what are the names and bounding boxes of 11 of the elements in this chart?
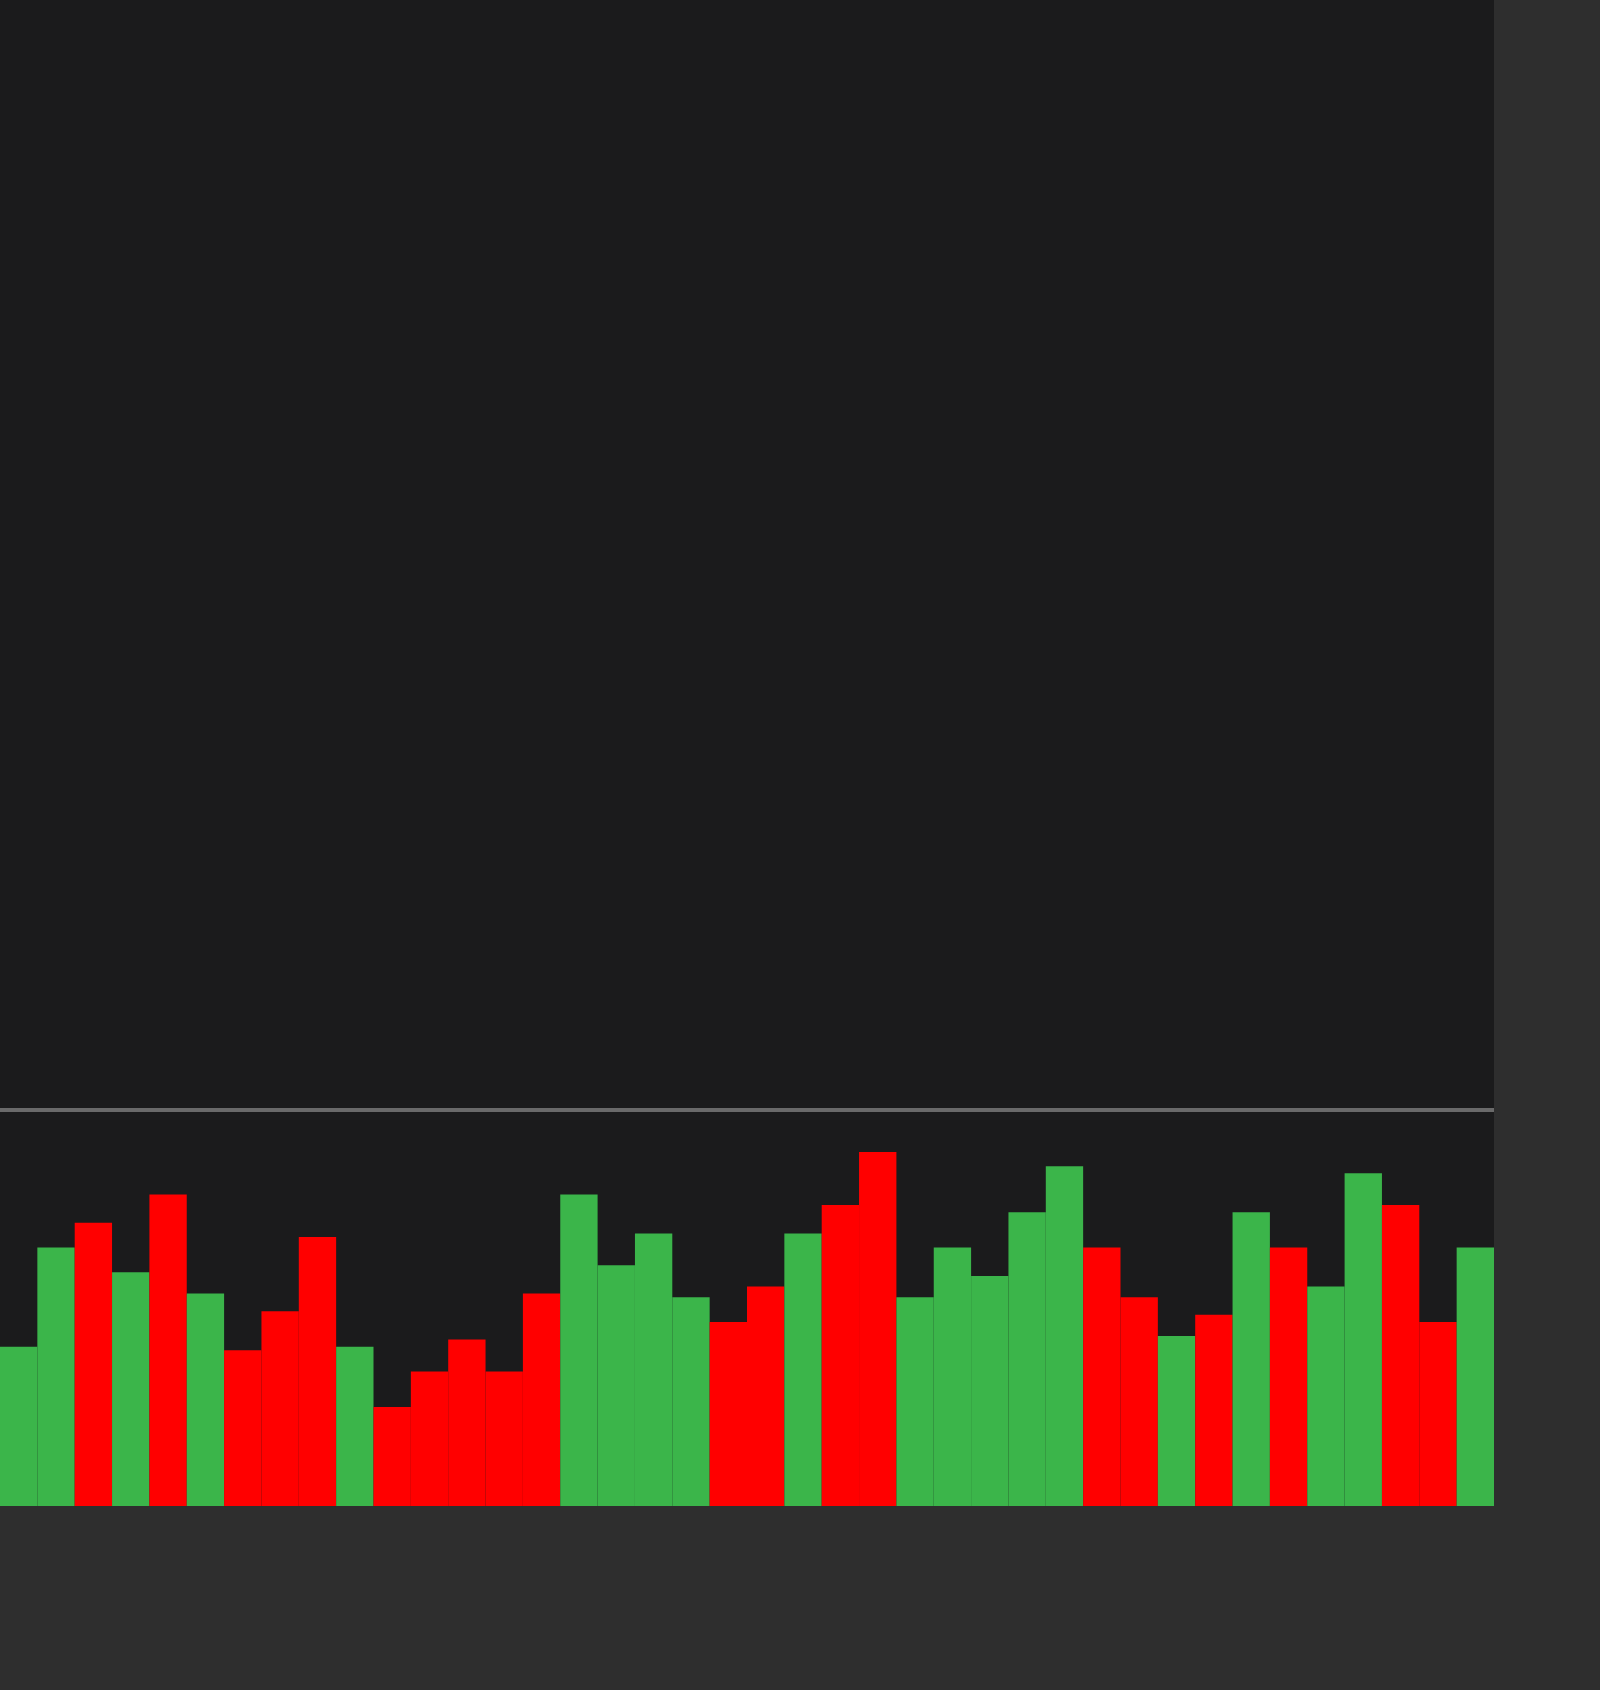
bar xyxy=(186,1293,225,1506)
bar xyxy=(336,1346,374,1506)
bar xyxy=(112,1272,150,1506)
bar xyxy=(1269,1247,1308,1506)
bar xyxy=(1157,1336,1196,1506)
bar xyxy=(1195,1314,1233,1506)
bar xyxy=(74,1222,113,1506)
bar xyxy=(784,1233,822,1506)
bar xyxy=(149,1194,187,1506)
bar xyxy=(1232,1212,1270,1506)
bar xyxy=(1456,1247,1494,1506)
